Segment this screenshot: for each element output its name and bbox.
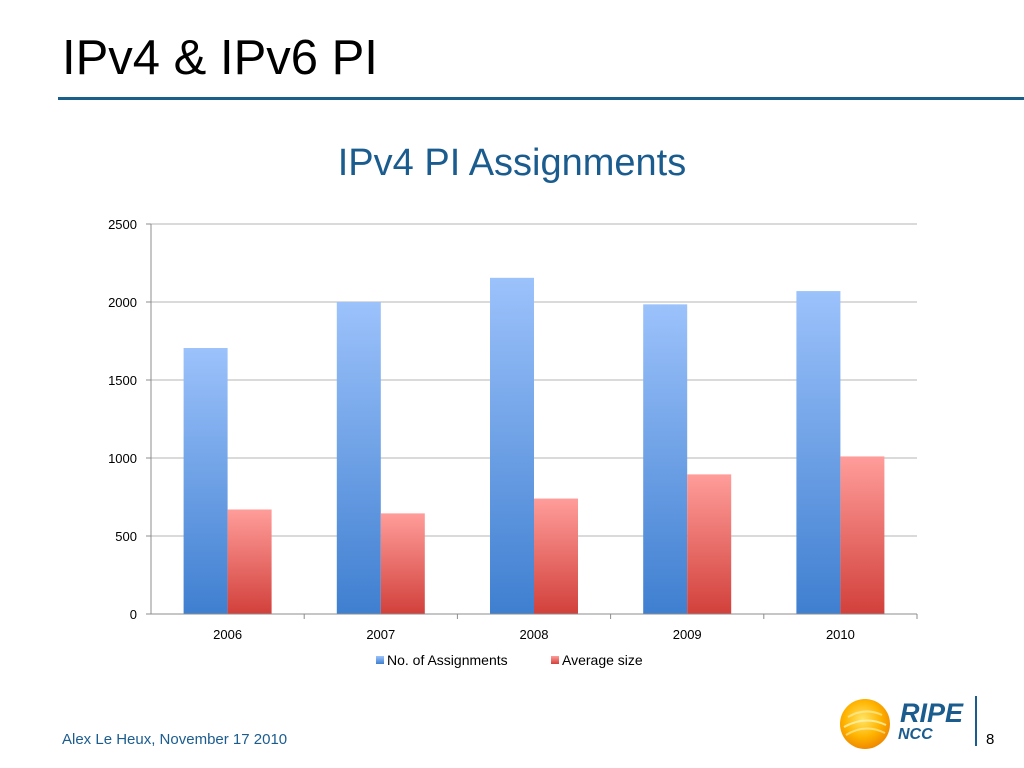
x-tick-label: 2007: [366, 627, 395, 642]
bars: [183, 277, 885, 614]
y-tick-label: 1500: [108, 373, 137, 388]
logo-divider: [975, 696, 977, 746]
bar-assignments-2010: [796, 291, 841, 614]
axes: 0 500 1000 1500 2000 2500 2006 2007 2008 2009 2010: [108, 217, 918, 642]
chart-title: IPv4 PI Assignments: [337, 142, 687, 184]
ripe-sun-logo-icon: [840, 699, 890, 749]
bar-assignments-2009: [643, 304, 688, 614]
y-tick-label: 500: [115, 529, 137, 544]
legend-swatch-1: [551, 656, 559, 664]
bar-assignments-2007: [336, 302, 381, 614]
bar-average-size-2010: [840, 456, 885, 614]
bar-average-size-2009: [687, 474, 732, 614]
y-tick-label: 0: [130, 607, 137, 622]
x-tick-label: 2006: [213, 627, 242, 642]
x-tick-label: 2009: [673, 627, 702, 642]
ncc-logo-text: NCC: [898, 726, 933, 743]
slide-title: IPv4 & IPv6 PI: [62, 31, 378, 85]
footer-author-date: Alex Le Heux, November 17 2010: [62, 731, 288, 748]
ripe-logo-text: RIPE: [900, 698, 964, 728]
y-tick-label: 1000: [108, 451, 137, 466]
y-tick-label: 2000: [108, 295, 137, 310]
bar-average-size-2006: [227, 509, 272, 614]
title-divider: [58, 97, 1024, 100]
bar-assignments-2008: [490, 277, 534, 614]
bar-assignments-2006: [183, 348, 228, 614]
x-tick-label: 2010: [826, 627, 855, 642]
x-tick-label: 2008: [520, 627, 549, 642]
page-number: 8: [986, 731, 995, 748]
legend-label-1: Average size: [562, 652, 643, 668]
bar-average-size-2008: [534, 498, 578, 614]
legend: No. of Assignments Average size: [376, 652, 643, 668]
bar-chart: 0 500 1000 1500 2000 2500 2006 2007 2008 2009 2010…: [108, 217, 918, 668]
y-tick-label: 2500: [108, 217, 137, 232]
legend-label-0: No. of Assignments: [387, 652, 508, 668]
legend-swatch-0: [376, 656, 384, 664]
bar-average-size-2007: [380, 513, 425, 614]
